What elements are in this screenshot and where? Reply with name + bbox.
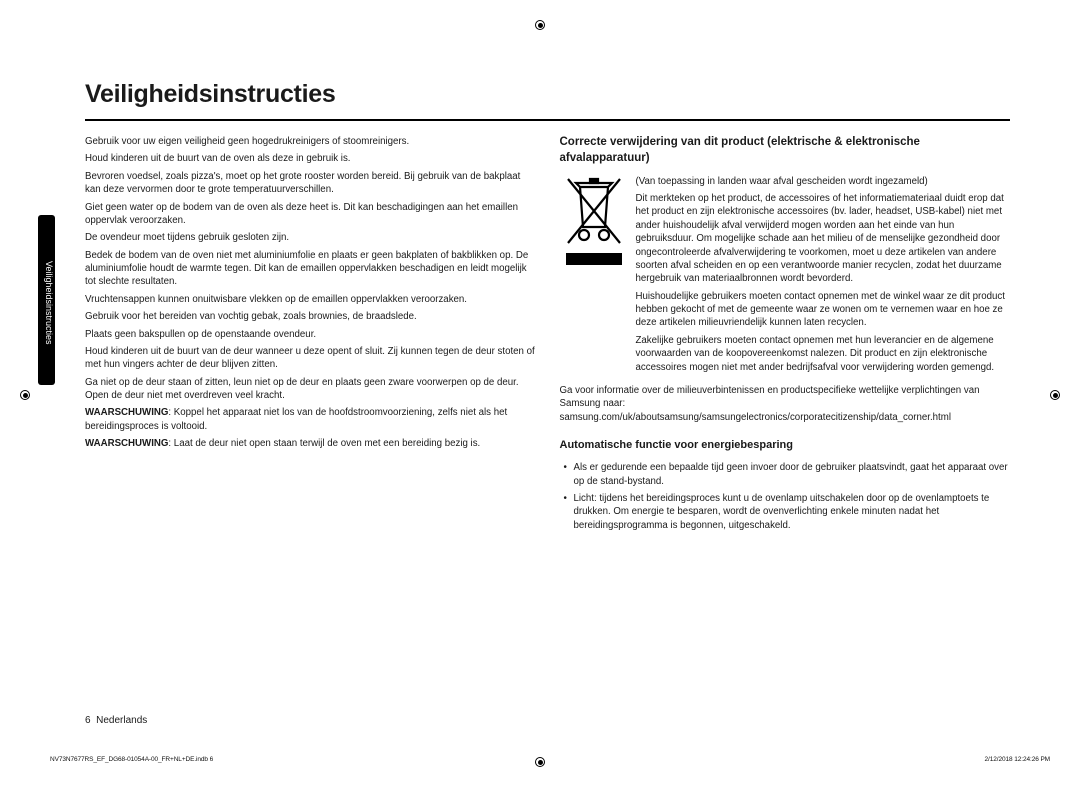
- section-tab-label: Veiligheidsinstructies: [41, 238, 54, 368]
- weee-block: (Van toepassing in landen waar afval ges…: [560, 175, 1011, 378]
- registration-mark-right: [1050, 390, 1060, 400]
- body-paragraph: Plaats geen bakspullen op de openstaande…: [85, 328, 536, 341]
- weee-p2: Huishoudelijke gebruikers moeten contact…: [636, 290, 1011, 330]
- page-footer: 6 Nederlands: [85, 715, 147, 726]
- warning-1: WAARSCHUWING: Koppel het apparaat niet l…: [85, 406, 536, 433]
- two-column-layout: Gebruik voor uw eigen veiligheid geen ho…: [85, 135, 1010, 536]
- warning-2: WAARSCHUWING: Laat de deur niet open sta…: [85, 437, 536, 450]
- disposal-heading: Correcte verwijdering van dit product (e…: [560, 135, 1011, 167]
- weee-text: (Van toepassing in landen waar afval ges…: [636, 175, 1011, 378]
- registration-mark-bottom: [535, 757, 545, 767]
- body-paragraph: De ovendeur moet tijdens gebruik geslote…: [85, 231, 536, 244]
- weee-note: (Van toepassing in landen waar afval ges…: [636, 175, 1011, 188]
- registration-mark-left: [20, 390, 30, 400]
- energy-heading: Automatische functie voor energiebespari…: [560, 438, 1011, 453]
- bullet-item: Licht: tijdens het bereidingsproces kunt…: [560, 492, 1011, 532]
- page-language: Nederlands: [96, 715, 147, 726]
- page-title: Veiligheidsinstructies: [85, 80, 1010, 109]
- left-column: Gebruik voor uw eigen veiligheid geen ho…: [85, 135, 536, 536]
- page-number: 6: [85, 715, 91, 726]
- body-paragraph: Houd kinderen uit de buurt van de deur w…: [85, 345, 536, 372]
- weee-icon: [560, 175, 628, 378]
- body-paragraph: Vruchtensappen kunnen onuitwisbare vlekk…: [85, 293, 536, 306]
- body-paragraph: Bedek de bodem van de oven niet met alum…: [85, 249, 536, 289]
- bullet-item: Als er gedurende een bepaalde tijd geen …: [560, 461, 1011, 488]
- right-column: Correcte verwijdering van dit product (e…: [560, 135, 1011, 536]
- warning-2-text: : Laat de deur niet open staan terwijl d…: [168, 438, 480, 449]
- body-paragraph: Houd kinderen uit de buurt van de oven a…: [85, 152, 536, 165]
- page-content: Veiligheidsinstructies Gebruik voor uw e…: [85, 80, 1010, 536]
- print-timestamp: 2/12/2018 12:24:26 PM: [985, 756, 1050, 763]
- weee-p3: Zakelijke gebruikers moeten contact opne…: [636, 334, 1011, 374]
- warning-label: WAARSCHUWING: [85, 407, 168, 418]
- body-paragraph: Ga niet op de deur staan of zitten, leun…: [85, 376, 536, 403]
- body-paragraph: Giet geen water op de bodem van de oven …: [85, 201, 536, 228]
- body-paragraph: Gebruik voor uw eigen veiligheid geen ho…: [85, 135, 536, 148]
- registration-mark-top: [535, 20, 545, 30]
- info-link-text: Ga voor informatie over de milieuverbint…: [560, 384, 1011, 424]
- title-rule: [85, 119, 1010, 121]
- energy-bullets: Als er gedurende een bepaalde tijd geen …: [560, 461, 1011, 532]
- body-paragraph: Bevroren voedsel, zoals pizza's, moet op…: [85, 170, 536, 197]
- warning-label: WAARSCHUWING: [85, 438, 168, 449]
- weee-p1: Dit merkteken op het product, de accesso…: [636, 192, 1011, 286]
- body-paragraph: Gebruik voor het bereiden van vochtig ge…: [85, 310, 536, 323]
- print-filename: NV73N7677RS_EF_DG68-01054A-00_FR+NL+DE.i…: [50, 756, 213, 763]
